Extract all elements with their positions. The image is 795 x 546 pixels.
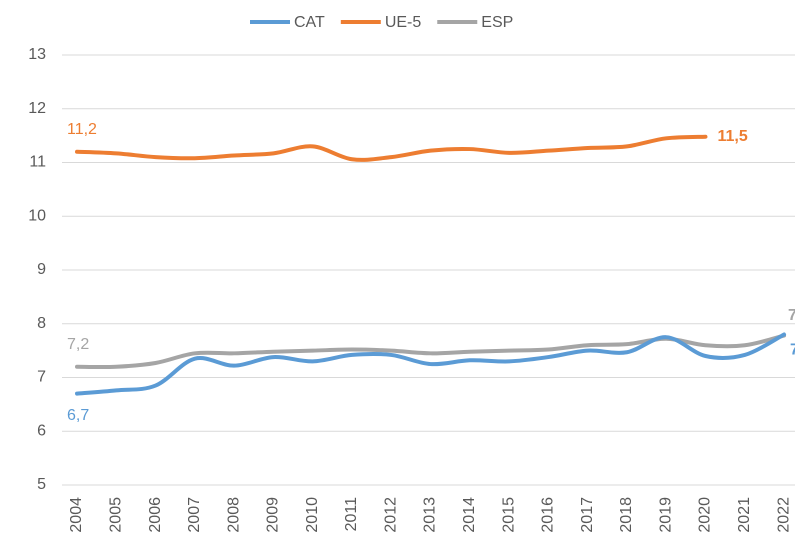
- y-tick-label: 6: [37, 422, 46, 439]
- x-tick-label: 2008: [225, 497, 242, 533]
- x-tick-label: 2019: [657, 497, 674, 533]
- y-tick-label: 9: [37, 261, 46, 278]
- x-tick-label: 2016: [540, 497, 557, 533]
- x-tick-label: 2018: [618, 497, 635, 533]
- y-tick-label: 10: [28, 207, 46, 224]
- x-tick-label: 2017: [579, 497, 596, 533]
- data-label: 6,7: [67, 407, 89, 424]
- x-tick-label: 2015: [500, 497, 517, 533]
- y-tick-label: 13: [28, 46, 46, 63]
- y-tick-label: 7: [37, 369, 46, 386]
- x-tick-label: 2014: [461, 497, 478, 533]
- legend-label: CAT: [294, 14, 325, 31]
- data-label: 11,2: [67, 121, 97, 138]
- y-tick-label: 12: [28, 100, 46, 117]
- x-tick-label: 2007: [186, 497, 203, 533]
- x-tick-label: 2009: [265, 497, 282, 533]
- legend-label: UE-5: [385, 14, 422, 31]
- data-label: 7,8: [790, 342, 795, 359]
- y-tick-label: 5: [37, 476, 46, 493]
- x-tick-label: 2010: [304, 497, 321, 533]
- x-tick-label: 2011: [343, 497, 360, 532]
- x-tick-label: 2004: [68, 497, 85, 533]
- legend-label: ESP: [481, 14, 513, 31]
- x-tick-label: 2020: [697, 497, 714, 533]
- y-tick-label: 8: [37, 315, 46, 332]
- x-tick-label: 2022: [775, 497, 792, 533]
- series-line: [75, 134, 708, 162]
- y-tick-label: 11: [29, 154, 46, 171]
- data-label: 7,8: [788, 307, 795, 324]
- x-tick-label: 2005: [107, 497, 124, 533]
- x-tick-label: 2021: [736, 497, 753, 533]
- x-tick-label: 2006: [147, 497, 164, 533]
- x-tick-label: 2013: [422, 497, 439, 533]
- x-tick-label: 2012: [382, 497, 399, 533]
- data-label: 11,5: [717, 128, 747, 145]
- data-label: 7,2: [67, 336, 89, 353]
- series-line: [75, 332, 787, 396]
